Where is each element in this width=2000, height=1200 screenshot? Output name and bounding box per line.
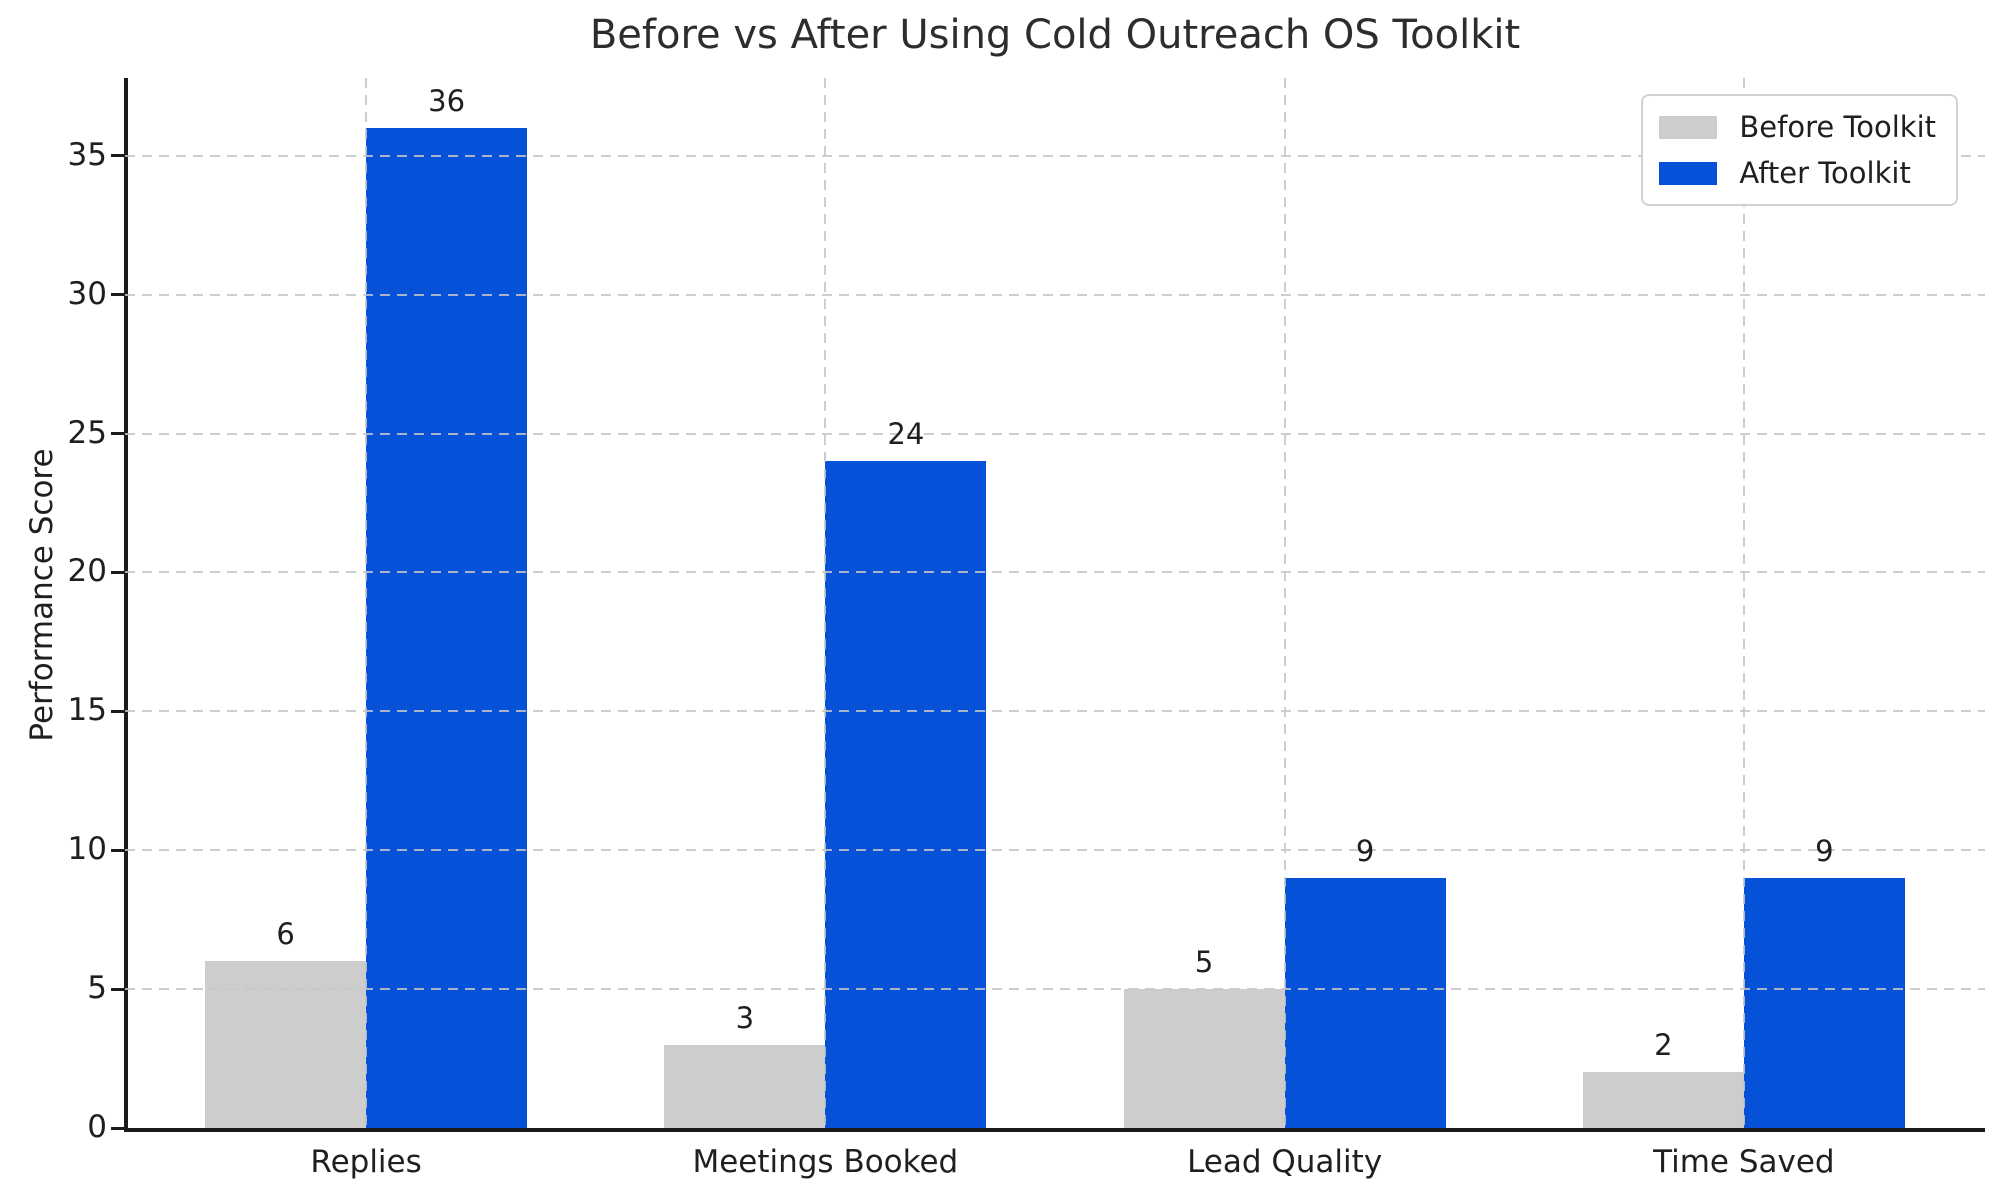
bar-value-label-before-toolkit-meetings-booked: 3 — [735, 1000, 755, 1035]
legend: Before Toolkit After Toolkit — [1641, 94, 1958, 206]
y-tick-label-20: 20 — [67, 553, 107, 590]
legend-item-after-toolkit: After Toolkit — [1659, 156, 1936, 190]
h-gridline-10 — [125, 849, 1985, 852]
bar-before-toolkit-lead-quality — [1123, 989, 1285, 1128]
v-gridline-replies — [365, 78, 368, 1128]
y-axis-spine — [124, 78, 128, 1132]
y-tick-mark-30 — [111, 293, 125, 297]
bar-value-label-after-toolkit-replies: 36 — [428, 84, 466, 118]
y-tick-label-15: 15 — [67, 692, 107, 729]
bar-after-toolkit-meetings-booked — [825, 461, 987, 1128]
bar-value-label-before-toolkit-lead-quality: 5 — [1194, 945, 1214, 980]
h-gridline-20 — [125, 571, 1985, 574]
y-tick-label-30: 30 — [67, 275, 107, 312]
bar-value-label-after-toolkit-meetings-booked: 24 — [887, 417, 925, 452]
legend-swatch-before-toolkit — [1659, 115, 1718, 139]
y-tick-label-10: 10 — [67, 831, 107, 868]
y-tick-label-35: 35 — [67, 136, 107, 173]
h-gridline-5 — [125, 988, 1985, 991]
plot-area: 6 3 5 2 36 24 9 9 — [125, 78, 1985, 1128]
h-gridline-15 — [125, 710, 1985, 713]
x-axis-spine — [124, 1128, 1985, 1132]
legend-item-before-toolkit: Before Toolkit — [1659, 110, 1936, 144]
x-tick-label-lead-quality: Lead Quality — [1187, 1144, 1383, 1180]
x-tick-label-meetings-booked: Meetings Booked — [692, 1144, 959, 1180]
bar-before-toolkit-time-saved — [1582, 1072, 1744, 1128]
bar-before-toolkit-replies — [205, 961, 367, 1128]
h-gridline-25 — [125, 432, 1985, 435]
y-tick-label-25: 25 — [67, 414, 107, 451]
y-tick-mark-15 — [111, 709, 125, 713]
y-tick-label-0: 0 — [87, 1109, 107, 1145]
y-tick-mark-35 — [111, 154, 125, 158]
bar-value-label-after-toolkit-time-saved: 9 — [1815, 834, 1834, 868]
legend-label-after-toolkit: After Toolkit — [1739, 156, 1911, 190]
bar-after-toolkit-replies — [366, 128, 528, 1128]
bar-value-label-before-toolkit-replies: 6 — [276, 917, 295, 952]
v-gridline-time-saved — [1742, 78, 1745, 1128]
x-tick-label-replies: Replies — [310, 1144, 422, 1180]
y-tick-mark-0 — [111, 1126, 125, 1130]
y-tick-mark-5 — [111, 987, 125, 991]
h-gridline-30 — [125, 293, 1985, 296]
bar-after-toolkit-lead-quality — [1284, 878, 1446, 1128]
bar-value-label-after-toolkit-lead-quality: 9 — [1355, 834, 1375, 868]
y-tick-label-5: 5 — [87, 970, 107, 1007]
legend-swatch-after-toolkit — [1659, 161, 1718, 185]
h-gridline-35 — [125, 154, 1985, 157]
legend-label-before-toolkit: Before Toolkit — [1739, 110, 1936, 144]
chart-title: Before vs After Using Cold Outreach OS T… — [589, 12, 1521, 58]
x-tick-label-time-saved: Time Saved — [1653, 1144, 1835, 1180]
bar-after-toolkit-time-saved — [1743, 878, 1905, 1128]
v-gridline-lead-quality — [1283, 78, 1286, 1128]
y-tick-mark-10 — [111, 848, 125, 852]
v-gridline-meetings-booked — [824, 78, 827, 1128]
bar-before-toolkit-meetings-booked — [664, 1044, 826, 1128]
bar-value-label-before-toolkit-time-saved: 2 — [1654, 1028, 1673, 1063]
y-tick-mark-25 — [111, 432, 125, 436]
y-tick-mark-20 — [111, 570, 125, 574]
